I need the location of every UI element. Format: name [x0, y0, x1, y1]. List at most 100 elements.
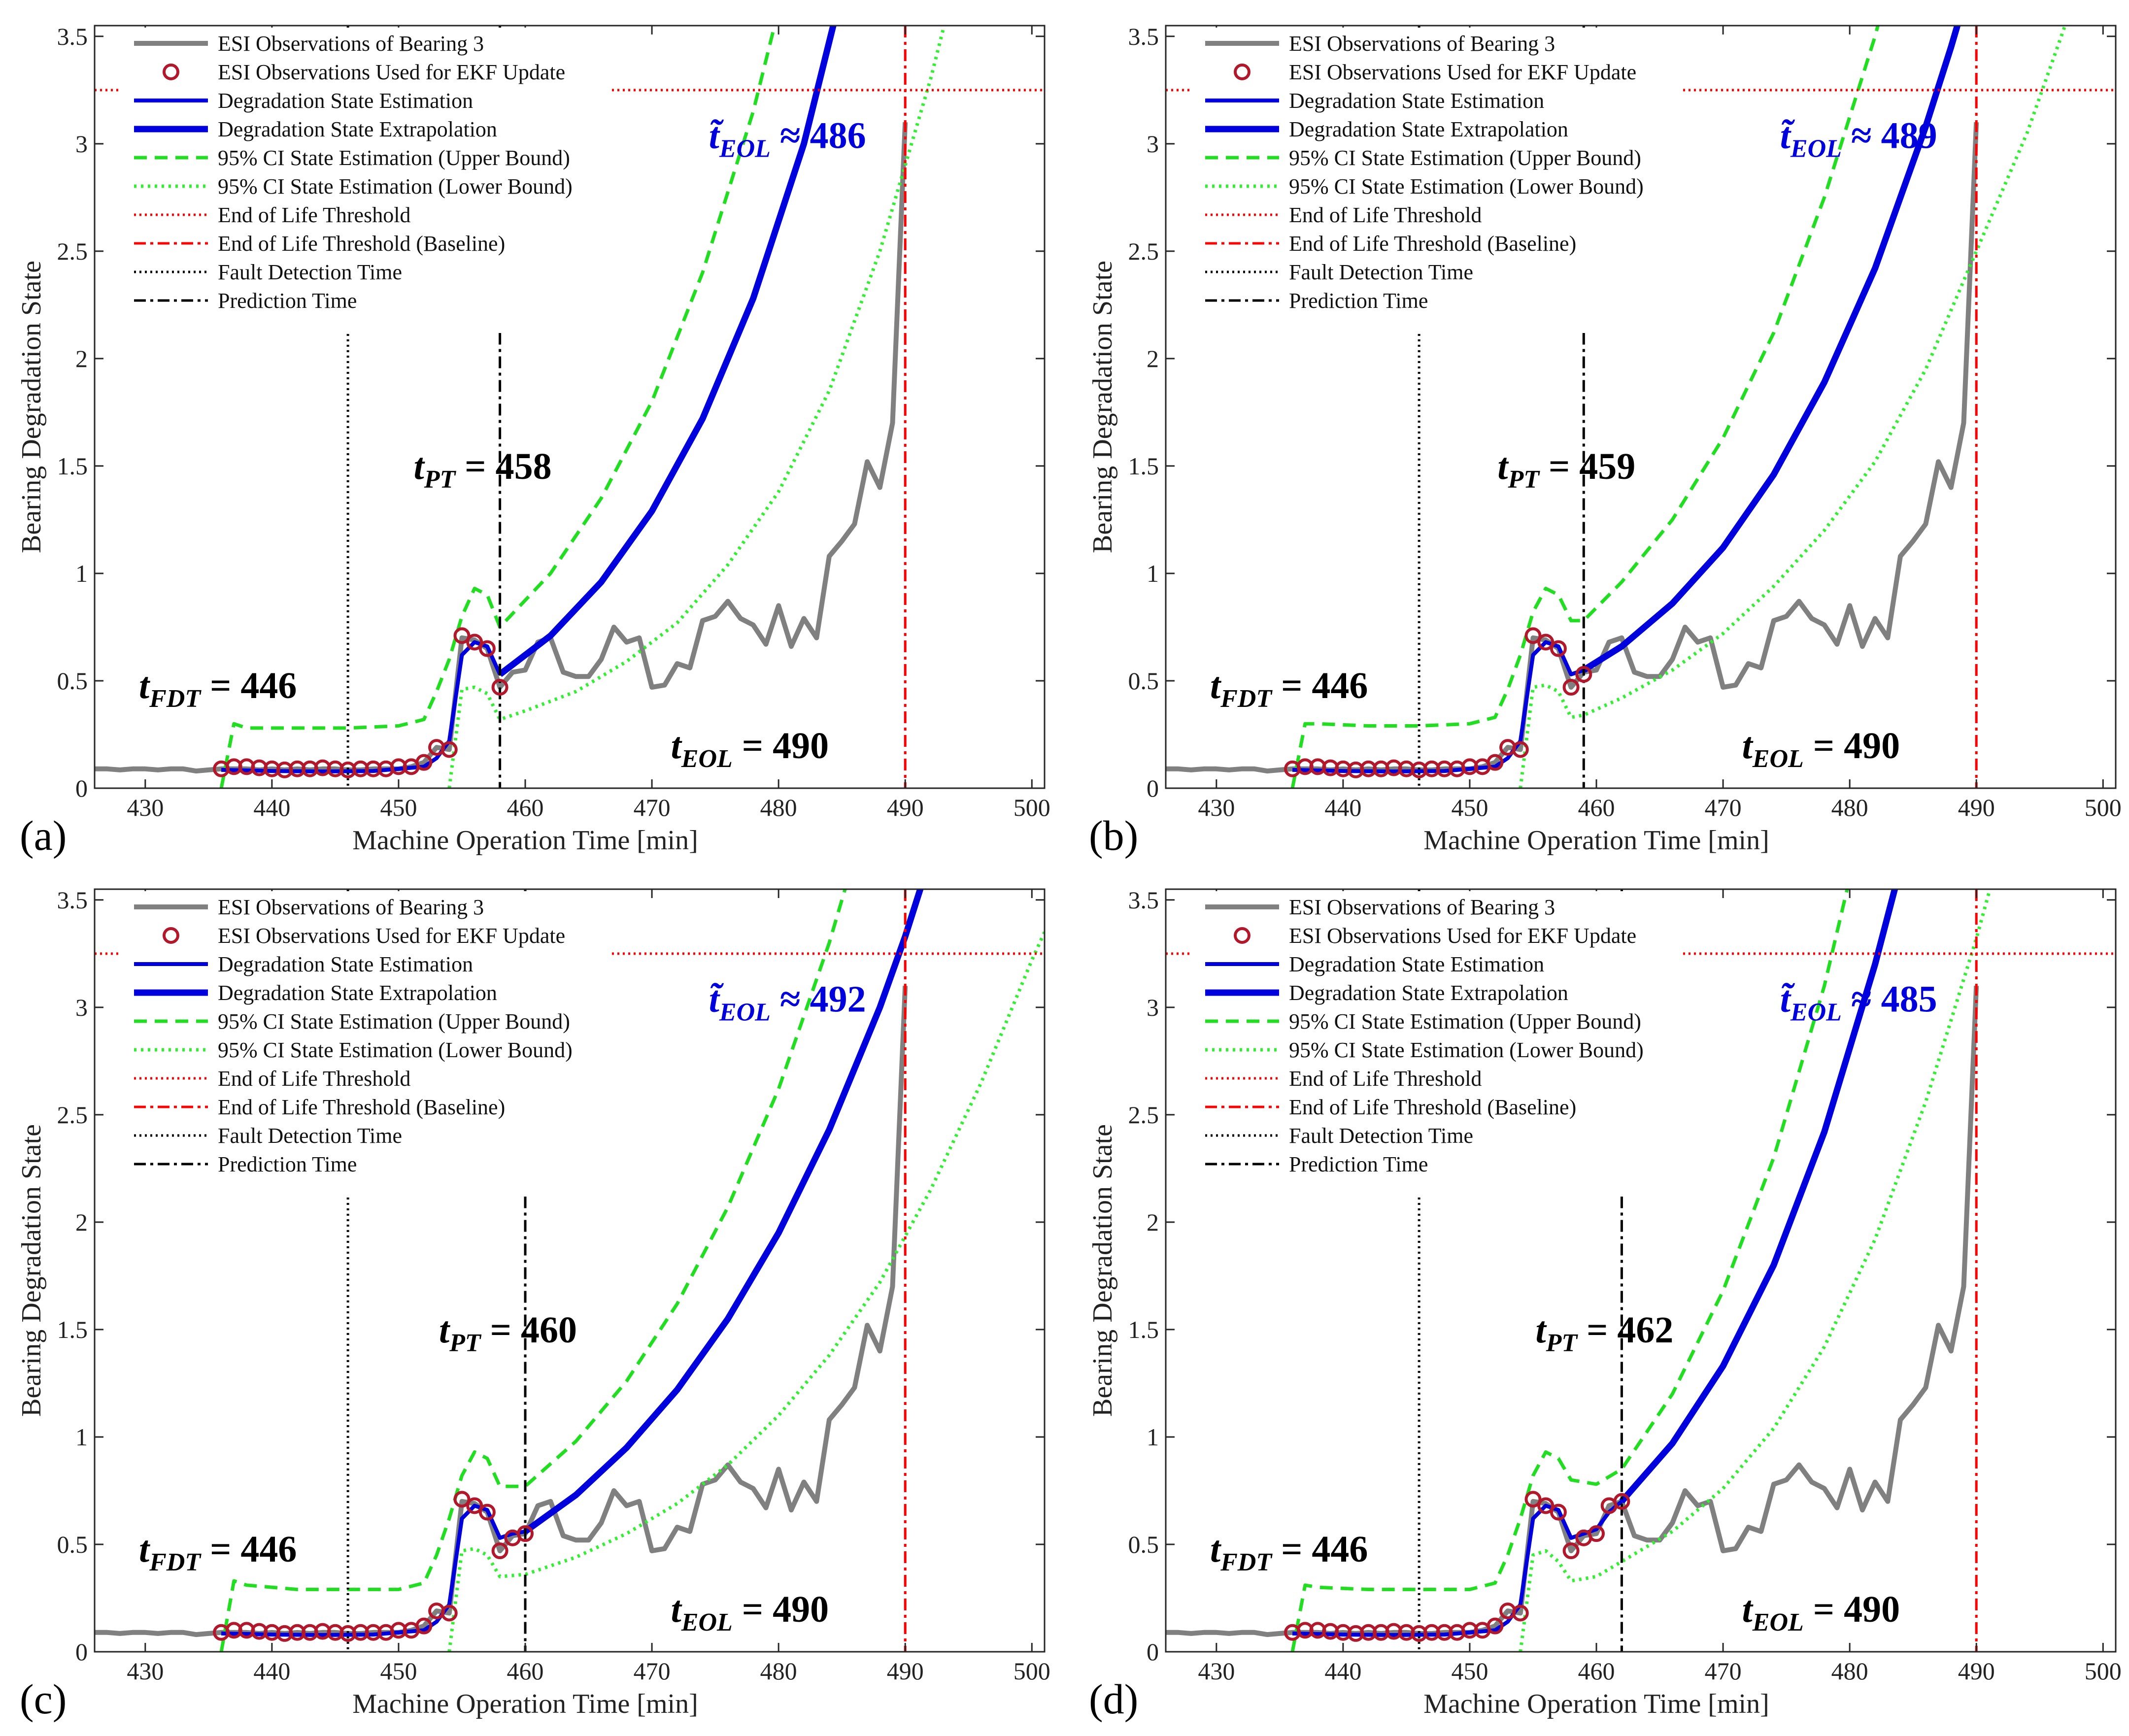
y-tick-label: 0.5	[1128, 667, 1159, 695]
legend-label: ESI Observations Used for EKF Update	[218, 60, 565, 84]
series-line-5	[1519, 26, 2067, 788]
legend-swatch	[163, 927, 179, 944]
series-line-5	[447, 931, 1045, 1652]
eol-estimate-annotation: t̃EOL ≈ 485	[1780, 979, 1937, 1027]
ekf-marker	[1588, 1525, 1605, 1542]
legend-label: Prediction Time	[218, 289, 357, 313]
panel-d: 430 440 450 460 470 480 490 500 0 0.5 1 1.5 2 2.5 3 3.5…	[1087, 886, 2122, 1723]
legend-label: End of Life Threshold (Baseline)	[1289, 1095, 1576, 1119]
legend-label: ESI Observations of Bearing 3	[218, 895, 484, 919]
x-tick-label: 500	[2085, 794, 2122, 821]
x-tick-label: 490	[1958, 1657, 1995, 1685]
x-tick-label: 470	[634, 794, 671, 821]
y-tick-label: 0	[1147, 774, 1159, 802]
series-line-2	[221, 640, 502, 773]
x-axis-title: Machine Operation Time [min]	[352, 825, 698, 856]
x-tick-label: 430	[1198, 1657, 1235, 1685]
legend-label: Prediction Time	[218, 1152, 357, 1176]
legend-swatch	[1234, 927, 1250, 944]
series-line-3	[523, 889, 924, 1535]
series-line-2	[1292, 640, 1585, 773]
y-tick-label: 3	[1147, 994, 1159, 1021]
y-tick-label: 2	[1147, 1208, 1159, 1236]
fdt-annotation: tFDT = 446	[1210, 1529, 1368, 1576]
panel-label: (c)	[20, 1675, 67, 1723]
ekf-marker	[1537, 1497, 1555, 1514]
ekf-marker	[466, 1497, 483, 1514]
legend: ESI Observations of Bearing 3 ESI Observa…	[119, 891, 612, 1197]
ekf-marker	[491, 679, 508, 696]
y-tick-label: 2.5	[57, 237, 88, 265]
x-tick-label: 450	[380, 794, 417, 821]
plot-area	[95, 889, 1045, 1652]
x-tick-label: 480	[1831, 794, 1868, 821]
legend-label: ESI Observations Used for EKF Update	[218, 924, 565, 948]
x-tick-label: 440	[1324, 794, 1361, 821]
y-tick-label: 1.5	[1128, 452, 1159, 480]
legend-swatch	[1234, 64, 1250, 80]
pt-annotation: tPT = 458	[414, 446, 552, 494]
x-tick-label: 430	[127, 794, 164, 821]
x-tick-label: 470	[1705, 1657, 1742, 1685]
legend-label: Degradation State Extrapolation	[218, 117, 497, 141]
x-tick-label: 460	[1578, 794, 1615, 821]
eol-annotation: tEOL = 490	[671, 725, 829, 773]
x-axis-title: Machine Operation Time [min]	[352, 1689, 698, 1719]
ekf-marker	[415, 754, 433, 771]
y-tick-label: 1.5	[57, 1316, 88, 1343]
legend-label: 95% CI State Estimation (Lower Bound)	[218, 1038, 573, 1062]
y-tick-label: 3	[1147, 130, 1159, 158]
legend-label: 95% CI State Estimation (Upper Bound)	[218, 1009, 570, 1034]
legend-label: End of Life Threshold (Baseline)	[218, 1095, 505, 1119]
x-tick-label: 460	[507, 794, 544, 821]
x-tick-label: 450	[380, 1657, 417, 1685]
y-tick-label: 0	[75, 774, 88, 802]
series-line-5	[1519, 889, 1992, 1652]
fdt-annotation: tFDT = 446	[139, 665, 297, 713]
legend-label: Fault Detection Time	[1289, 260, 1473, 284]
x-tick-label: 480	[760, 794, 797, 821]
ekf-marker	[1512, 741, 1529, 758]
y-tick-label: 0.5	[57, 1531, 88, 1558]
plot-area	[1166, 26, 2116, 788]
legend-label: ESI Observations Used for EKF Update	[1289, 924, 1636, 948]
y-tick-label: 0.5	[57, 667, 88, 695]
legend-label: Degradation State Estimation	[218, 952, 473, 976]
y-tick-label: 1	[75, 1423, 88, 1451]
panel-label: (b)	[1089, 812, 1138, 859]
legend-label: End of Life Threshold	[218, 1067, 410, 1091]
ekf-marker	[1524, 627, 1542, 644]
ekf-marker	[1550, 640, 1567, 657]
y-axis-title: Bearing Degradation State	[16, 1124, 47, 1417]
x-tick-label: 500	[2085, 1657, 2122, 1685]
eol-annotation: tEOL = 490	[1742, 1589, 1900, 1636]
y-tick-label: 2.5	[57, 1101, 88, 1129]
legend-label: End of Life Threshold (Baseline)	[218, 232, 505, 256]
legend-label: ESI Observations Used for EKF Update	[1289, 60, 1636, 84]
x-tick-label: 470	[634, 1657, 671, 1685]
x-tick-label: 440	[253, 794, 290, 821]
x-tick-label: 500	[1014, 794, 1050, 821]
legend-label: Fault Detection Time	[218, 1124, 402, 1148]
legend-swatch	[163, 64, 179, 80]
axes-frame	[94, 888, 1046, 1653]
legend-label: ESI Observations of Bearing 3	[1289, 895, 1555, 919]
panel-b: 430 440 450 460 470 480 490 500 0 0.5 1 1.5 2 2.5 3 3.5…	[1087, 23, 2122, 859]
x-tick-label: 450	[1451, 1657, 1488, 1685]
legend-label: End of Life Threshold	[1289, 1067, 1482, 1091]
legend-label: 95% CI State Estimation (Lower Bound)	[1289, 1038, 1644, 1062]
legend-label: End of Life Threshold (Baseline)	[1289, 232, 1576, 256]
panel-label: (d)	[1089, 1675, 1138, 1723]
series-line-2	[1292, 1500, 1623, 1637]
y-tick-label: 3.5	[57, 23, 88, 50]
legend-label: 95% CI State Estimation (Upper Bound)	[1289, 1009, 1641, 1034]
ekf-marker	[491, 1542, 508, 1560]
legend-label: Degradation State Extrapolation	[218, 981, 497, 1005]
x-axis-title: Machine Operation Time [min]	[1423, 1689, 1769, 1719]
y-tick-label: 3	[75, 130, 88, 158]
x-tick-label: 440	[253, 1657, 290, 1685]
y-tick-label: 2.5	[1128, 1101, 1159, 1129]
x-tick-label: 490	[887, 1657, 924, 1685]
y-tick-label: 2	[75, 1208, 88, 1236]
x-tick-label: 440	[1324, 1657, 1361, 1685]
